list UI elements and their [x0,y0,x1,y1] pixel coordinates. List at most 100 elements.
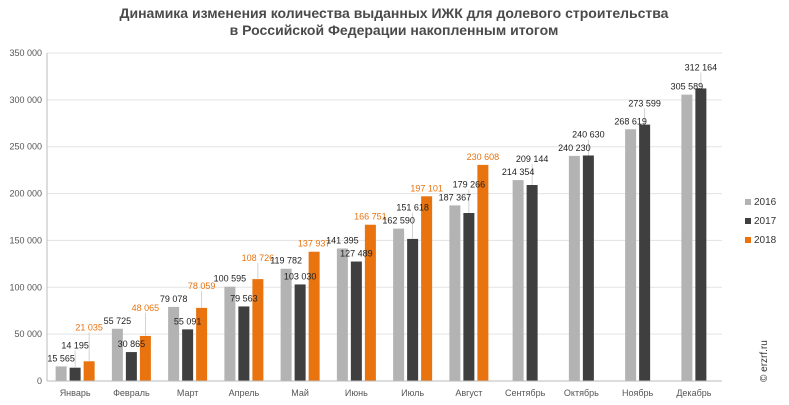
data-label-2018-8: 230 608 [467,152,500,162]
y-tick-label: 350 000 [9,48,42,58]
data-label-2017-11: 273 599 [628,99,661,109]
legend: 2016 2017 2018 [745,197,777,246]
bar-2017-6 [350,261,362,381]
y-tick-label: 300 000 [9,95,42,105]
x-tick-label: Сентябрь [505,388,546,398]
bar-2016-4 [224,286,236,381]
data-label-2017-1: 14 195 [61,340,89,350]
data-label-2016-4: 100 595 [214,274,247,284]
bar-2017-10 [582,155,594,381]
legend-label-2018: 2018 [754,235,777,246]
legend-swatch-2016 [745,199,751,205]
x-tick-label: Январь [60,388,91,398]
bar-2017-5 [294,284,306,381]
data-label-2017-6: 127 489 [340,249,373,259]
data-label-2016-10: 240 230 [558,143,591,153]
x-tick-label: Февраль [113,388,150,398]
gridlines [47,52,722,335]
data-label-2017-3: 55 091 [174,316,202,326]
bar-2018-5 [308,251,320,381]
bar-2016-7 [393,228,405,381]
data-label-2018-2: 48 065 [132,303,160,313]
bar-2018-4 [252,279,264,381]
x-tick-label: Июнь [345,388,368,398]
x-tick-label: Ноябрь [622,388,654,398]
legend-swatch-2018 [745,237,751,243]
bar-2018-3 [196,307,208,381]
bar-2018-2 [139,335,151,381]
bar-2016-11 [625,129,637,381]
data-label-2016-11: 268 619 [614,116,647,126]
bar-2016-9 [512,180,524,381]
chart-title-line-2: в Российской Федерации накопленным итого… [230,22,559,38]
data-label-2017-2: 30 865 [118,339,146,349]
bar-2017-11 [639,124,651,382]
bar-2018-7 [421,196,433,381]
y-axis: 0 50 000 100 000 150 000 200 000 250 000 300 0… [9,48,48,386]
bar-2017-2 [125,352,137,381]
x-tick-label: Июль [401,388,424,398]
x-axis: Январь Февраль Март Апрель Май Июнь Июль Август… [47,380,722,398]
bar-2017-7 [407,238,419,381]
data-label-2017-5: 103 030 [284,271,317,281]
data-label-2016-12: 305 589 [671,82,704,92]
bar-2017-9 [526,185,538,381]
bar-2018-6 [364,224,376,381]
legend-swatch-2017 [745,218,751,224]
bar-2018-1 [83,361,95,381]
data-label-2016-3: 79 078 [160,294,188,304]
x-tick-label: Октябрь [564,388,599,398]
x-tick-label: Март [177,388,199,398]
data-label-2016-7: 162 590 [382,216,415,226]
data-label-2016-1: 15 565 [47,353,75,363]
data-label-2018-3: 78 059 [188,281,216,291]
y-tick-label: 150 000 [9,235,42,245]
x-tick-label: Май [291,388,309,398]
bar-2016-10 [568,155,580,381]
y-tick-label: 250 000 [9,142,42,152]
bar-2017-4 [238,306,250,381]
y-tick-label: 200 000 [9,189,42,199]
bar-2017-8 [463,213,475,381]
bar-2017-3 [182,329,194,381]
data-label-2016-8: 187 367 [439,192,472,202]
legend-label-2016: 2016 [754,197,777,208]
data-label-2018-7: 197 101 [410,183,443,193]
data-label-2017-12: 312 164 [685,62,718,72]
bar-2016-6 [336,248,348,381]
data-label-2016-9: 214 354 [502,167,535,177]
bars [55,88,707,382]
y-tick-label: 50 000 [14,329,42,339]
x-tick-label: Апрель [229,388,260,398]
bar-2016-8 [449,205,461,381]
bar-2018-8 [477,164,489,381]
data-label-2016-6: 141 395 [326,235,359,245]
data-label-2018-1: 21 035 [75,322,103,332]
data-label-2018-6: 166 751 [354,212,387,222]
bar-2016-5 [280,268,292,381]
data-label-2017-4: 79 563 [230,293,258,303]
data-label-2018-5: 137 937 [298,239,331,249]
bar-2016-3 [168,306,180,381]
watermark: © erzrf.ru [759,340,770,382]
y-tick-label: 100 000 [9,282,42,292]
data-label-2016-5: 119 782 [270,256,302,266]
y-tick-label: 0 [37,376,42,386]
data-label-2018-4: 108 726 [242,253,275,263]
bar-2017-12 [695,88,707,382]
data-label-2017-7: 151 618 [396,203,429,213]
data-label-2017-10: 240 630 [572,129,605,139]
bar-2016-1 [55,366,67,381]
data-label-2017-9: 209 144 [516,154,549,164]
data-label-2017-8: 179 266 [453,179,486,189]
chart-title-line-1: Динамика изменения количества выданных И… [120,5,669,21]
leader-lines [74,72,702,368]
bar-2017-1 [69,367,81,381]
x-tick-label: Декабрь [676,388,711,398]
bar-2016-2 [111,328,123,381]
legend-label-2017: 2017 [754,216,777,227]
data-label-2016-2: 55 725 [104,316,132,326]
bar-2016-12 [681,94,693,382]
